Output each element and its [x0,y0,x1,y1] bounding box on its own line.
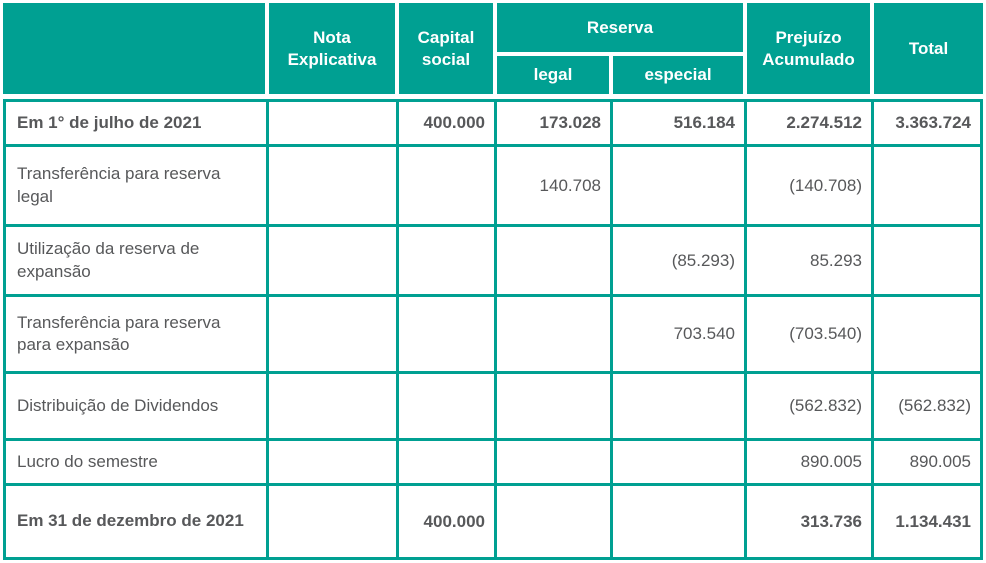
cell-prejuizo: (140.708) [747,147,875,227]
equity-statement-table: Nota Explicativa Capital social Reserva … [3,3,984,560]
cell-prejuizo: 890.005 [747,441,875,486]
table-row-closing-balance: Em 31 de dezembro de 2021 400.000 313.73… [3,486,984,560]
table-row-distribuicao-dividendos: Distribuição de Dividendos (562.832) (56… [3,374,984,441]
cell-total: 1.134.431 [874,486,984,560]
cell-reserva-especial [613,486,748,560]
cell-total: 890.005 [874,441,984,486]
header-row-top: Nota Explicativa Capital social Reserva … [3,3,984,99]
cell-reserva-legal [497,441,613,486]
cell-nota [269,99,399,147]
cell-prejuizo: 2.274.512 [747,99,875,147]
cell-prejuizo: (703.540) [747,297,875,374]
row-label: Transferência para reserva legal [3,147,269,227]
cell-reserva-especial [613,441,748,486]
cell-reserva-legal [497,227,613,297]
cell-total [874,147,984,227]
cell-capital [399,227,497,297]
table-row-utilizacao-reserva-expansao: Utilização da reserva de expansão (85.29… [3,227,984,297]
cell-nota [269,147,399,227]
header-capital-social: Capital social [399,3,497,99]
header-reserva-especial: especial [613,56,748,99]
row-label: Lucro do semestre [3,441,269,486]
cell-nota [269,374,399,441]
cell-reserva-legal [497,374,613,441]
header-nota-explicativa: Nota Explicativa [269,3,399,99]
cell-reserva-especial [613,147,748,227]
header-row-sub: legal especial [3,56,983,99]
header-reserva-legal: legal [497,56,613,99]
cell-reserva-especial: 703.540 [613,297,748,374]
cell-reserva-legal [497,486,613,560]
table-row-opening-balance: Em 1° de julho de 2021 400.000 173.028 5… [3,99,984,147]
cell-reserva-legal: 173.028 [497,99,613,147]
cell-reserva-especial: (85.293) [613,227,748,297]
cell-total: (562.832) [874,374,984,441]
cell-reserva-especial [613,374,748,441]
cell-capital: 400.000 [399,486,497,560]
table-header: Nota Explicativa Capital social Reserva … [3,3,984,99]
table-row-transfer-reserva-expansao: Transferência para reserva para expansão… [3,297,984,374]
cell-prejuizo: 313.736 [747,486,875,560]
row-label: Distribuição de Dividendos [3,374,269,441]
cell-capital [399,441,497,486]
row-label: Transferência para reserva para expansão [3,297,269,374]
header-total: Total [874,3,984,99]
cell-total [874,227,984,297]
cell-nota [269,227,399,297]
cell-nota [269,441,399,486]
table-row-transfer-reserva-legal: Transferência para reserva legal 140.708… [3,147,984,227]
table-body: Em 1° de julho de 2021 400.000 173.028 5… [3,99,984,560]
row-label: Em 31 de dezembro de 2021 [3,486,269,560]
table-row-lucro-semestre: Lucro do semestre 890.005 890.005 [3,441,984,486]
header-reserva-group: Reserva [497,3,748,56]
cell-capital [399,297,497,374]
header-corner-cell [3,3,269,99]
row-label: Em 1° de julho de 2021 [3,99,269,147]
cell-reserva-legal [497,297,613,374]
cell-reserva-legal: 140.708 [497,147,613,227]
cell-nota [269,297,399,374]
cell-nota [269,486,399,560]
cell-capital [399,374,497,441]
cell-total: 3.363.724 [874,99,984,147]
cell-prejuizo: (562.832) [747,374,875,441]
cell-reserva-especial: 516.184 [613,99,748,147]
cell-prejuizo: 85.293 [747,227,875,297]
cell-capital [399,147,497,227]
cell-capital: 400.000 [399,99,497,147]
row-label: Utilização da reserva de expansão [3,227,269,297]
cell-total [874,297,984,374]
header-prejuizo-acumulado: Prejuízo Acumulado [747,3,875,99]
